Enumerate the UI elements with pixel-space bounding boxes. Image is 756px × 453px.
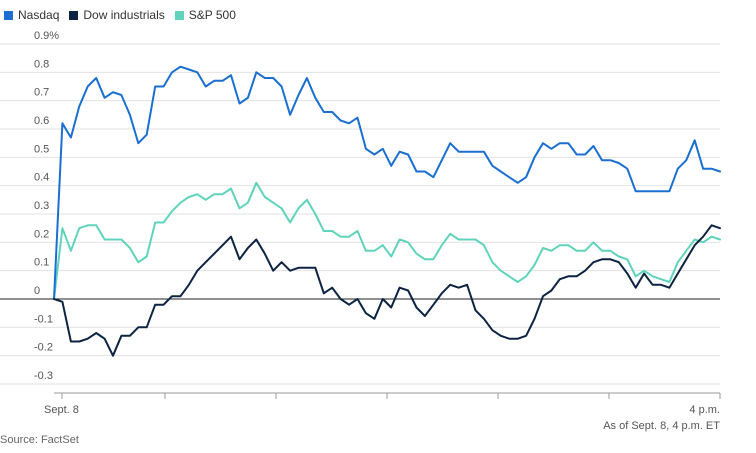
- legend-item-sp500: S&P 500: [174, 8, 236, 22]
- as-of-note: As of Sept. 8, 4 p.m. ET: [603, 420, 720, 432]
- legend-label-sp500: S&P 500: [188, 8, 236, 22]
- y-tick-label: 0: [34, 285, 40, 297]
- legend-swatch-dow: [69, 10, 79, 20]
- chart-legend: Nasdaq Dow industrials S&P 500: [4, 8, 236, 22]
- y-tick-label: 0.9%: [34, 30, 59, 42]
- dow-industrials-line: [53, 224, 721, 357]
- y-tick-label: -0.2: [34, 342, 53, 354]
- y-tick-label: 0.4: [34, 172, 49, 184]
- y-tick-label: 0.7: [34, 87, 49, 99]
- legend-swatch-sp500: [174, 10, 184, 20]
- legend-label-nasdaq: Nasdaq: [18, 8, 60, 22]
- legend-swatch-nasdaq: [4, 10, 13, 20]
- y-tick-label: -0.3: [34, 370, 53, 382]
- legend-label-dow: Dow industrials: [83, 8, 165, 22]
- legend-item-dow: Dow industrials: [69, 8, 165, 22]
- y-tick-label: 0.2: [34, 228, 49, 240]
- y-tick-label: 0.1: [34, 257, 49, 269]
- legend-item-nasdaq: Nasdaq: [4, 8, 59, 22]
- sp500-line: [53, 181, 721, 300]
- y-tick-label: -0.1: [34, 313, 53, 325]
- y-tick-label: 0.3: [34, 200, 49, 212]
- y-tick-label: 0.5: [34, 143, 49, 155]
- line-chart: 0.9% 0.8 0.7 0.6 0.5 0.4 0.3 0.2 0.1 0 -0.1 -0.2 -0.…: [0, 30, 721, 416]
- x-tick-label-end: 4 p.m.: [689, 404, 720, 416]
- y-tick-label: 0.6: [34, 115, 49, 127]
- source-note: Source: FactSet: [0, 434, 79, 446]
- nasdaq-line: [53, 65, 721, 300]
- x-tick-label-start: Sept. 8: [44, 404, 79, 416]
- y-tick-label: 0.8: [34, 58, 49, 70]
